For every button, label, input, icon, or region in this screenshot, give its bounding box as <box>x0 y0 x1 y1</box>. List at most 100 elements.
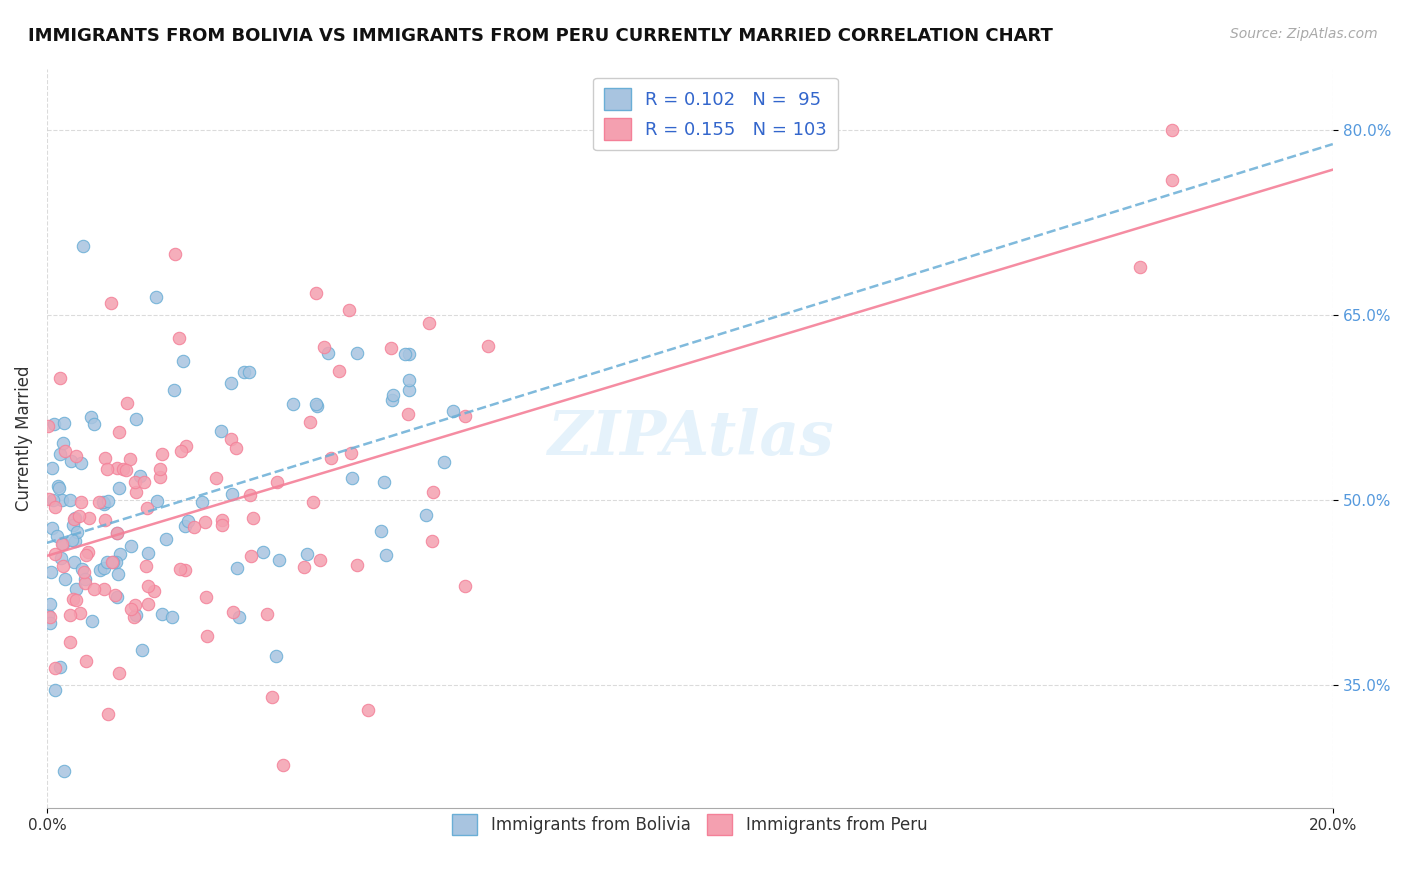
Point <box>136 597 159 611</box>
Point <box>60 533 83 547</box>
Point <box>143 584 166 599</box>
Point <box>340 446 363 460</box>
Point <box>256 607 278 622</box>
Point <box>39 610 62 624</box>
Point <box>73 565 96 579</box>
Point <box>124 475 146 490</box>
Point <box>239 488 262 502</box>
Point <box>221 487 243 501</box>
Point <box>443 404 465 418</box>
Point <box>174 439 197 453</box>
Point <box>75 654 97 668</box>
Point <box>51 537 73 551</box>
Point <box>396 407 419 421</box>
Point <box>225 561 247 575</box>
Point <box>307 399 329 413</box>
Point <box>415 508 437 523</box>
Point <box>295 548 318 562</box>
Point <box>105 461 128 475</box>
Point <box>125 485 148 500</box>
Point <box>51 436 73 450</box>
Point <box>52 416 75 430</box>
Point <box>124 598 146 612</box>
Point <box>96 461 118 475</box>
Point <box>38 492 60 507</box>
Point <box>135 558 157 573</box>
Point <box>398 383 420 397</box>
Text: Source: ZipAtlas.com: Source: ZipAtlas.com <box>1230 27 1378 41</box>
Point <box>48 482 70 496</box>
Point <box>93 497 115 511</box>
Point <box>183 520 205 534</box>
Point <box>125 412 148 426</box>
Point <box>120 601 142 615</box>
Point <box>59 608 82 623</box>
Point <box>308 552 330 566</box>
Point <box>454 579 477 593</box>
Point <box>62 592 84 607</box>
Point <box>422 485 444 500</box>
Point <box>316 345 339 359</box>
Point <box>63 510 86 524</box>
Point <box>67 509 90 524</box>
Point <box>312 340 335 354</box>
Point <box>44 500 66 514</box>
Point <box>149 462 172 476</box>
Point <box>252 545 274 559</box>
Point <box>163 383 186 397</box>
Point <box>150 607 173 621</box>
Point <box>53 444 76 458</box>
Point <box>83 417 105 432</box>
Point <box>195 629 218 643</box>
Point <box>160 610 183 624</box>
Point <box>211 518 233 533</box>
Point <box>346 558 368 572</box>
Point <box>266 475 288 489</box>
Point <box>76 545 98 559</box>
Text: IMMIGRANTS FROM BOLIVIA VS IMMIGRANTS FROM PERU CURRENTLY MARRIED CORRELATION CH: IMMIGRANTS FROM BOLIVIA VS IMMIGRANTS FR… <box>28 27 1053 45</box>
Point <box>219 376 242 390</box>
Point <box>105 555 128 569</box>
Point <box>138 546 160 560</box>
Point <box>222 605 245 619</box>
Point <box>100 295 122 310</box>
Point <box>120 452 142 467</box>
Point <box>211 512 233 526</box>
Point <box>381 388 404 402</box>
Point <box>120 539 142 553</box>
Point <box>292 559 315 574</box>
Point <box>115 395 138 409</box>
Point <box>346 346 368 360</box>
Point <box>59 492 82 507</box>
Point <box>108 481 131 495</box>
Point <box>146 494 169 508</box>
Point <box>97 707 120 722</box>
Point <box>107 566 129 581</box>
Point <box>73 573 96 587</box>
Point <box>49 447 72 461</box>
Point <box>65 592 87 607</box>
Point <box>420 533 443 548</box>
Point <box>370 524 392 538</box>
Point <box>225 441 247 455</box>
Point <box>418 316 440 330</box>
Legend: Immigrants from Bolivia, Immigrants from Peru: Immigrants from Bolivia, Immigrants from… <box>443 805 938 845</box>
Point <box>172 354 194 368</box>
Point <box>89 494 111 508</box>
Point <box>51 551 73 566</box>
Point <box>89 563 111 577</box>
Point <box>108 547 131 561</box>
Point <box>105 525 128 540</box>
Point <box>433 454 456 468</box>
Point <box>101 555 124 569</box>
Point <box>221 432 243 446</box>
Point <box>125 607 148 622</box>
Point <box>39 615 62 630</box>
Point <box>381 393 404 408</box>
Text: ZIPAtlas: ZIPAtlas <box>547 409 834 468</box>
Point <box>94 513 117 527</box>
Point <box>373 475 395 489</box>
Point <box>283 397 305 411</box>
Point <box>228 610 250 624</box>
Point <box>104 588 127 602</box>
